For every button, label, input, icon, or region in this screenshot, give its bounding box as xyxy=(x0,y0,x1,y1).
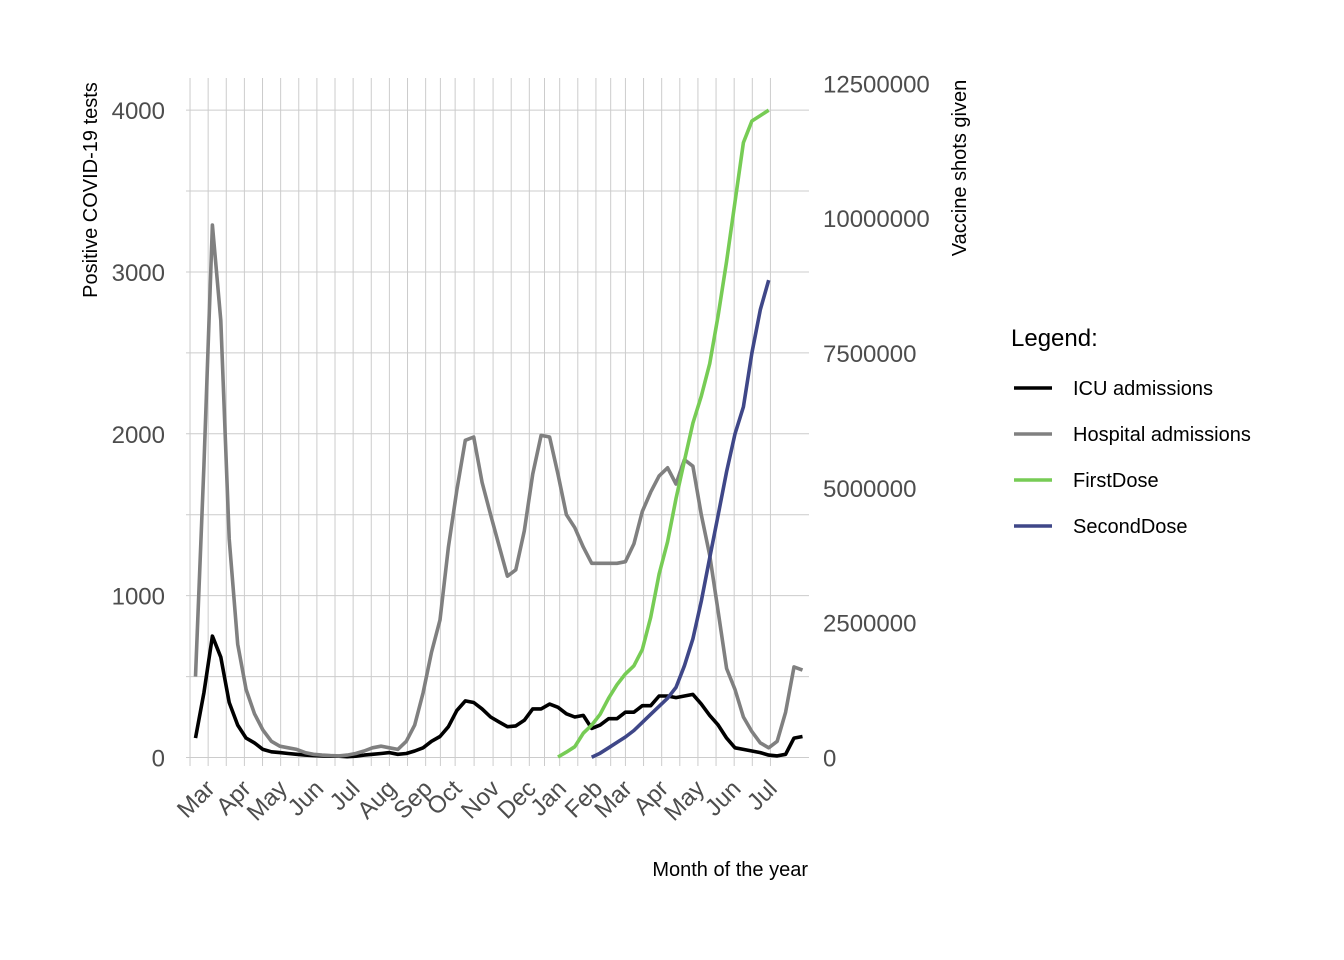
series-lines xyxy=(193,108,804,759)
x-tick-label: Jul xyxy=(742,775,783,816)
series-line-seconddose xyxy=(590,279,771,759)
legend-title: Legend: xyxy=(1011,325,1098,352)
y-tick-label-right: 12500000 xyxy=(823,71,930,98)
x-tick-label: Jun xyxy=(700,775,746,821)
series-line-firstdose xyxy=(557,108,770,759)
legend-label-hospital-admissions: Hospital admissions xyxy=(1073,424,1251,446)
x-tick-label: Oct xyxy=(422,775,468,821)
y-tick-label-right: 0 xyxy=(823,746,836,773)
y-tick-label-right: 7500000 xyxy=(823,341,916,368)
y-tick-label-right: 5000000 xyxy=(823,476,916,503)
y-tick-label-left: 3000 xyxy=(112,260,165,287)
series-line-icu-admissions xyxy=(193,634,803,759)
legend-items: ICU admissions Hospital admissions FirstDo… xyxy=(1014,378,1251,538)
y-tick-label-right: 2500000 xyxy=(823,611,916,638)
y-tick-label-left: 0 xyxy=(152,746,165,773)
x-tick-label: Jun xyxy=(283,775,329,821)
y-tick-label-right: 10000000 xyxy=(823,206,930,233)
grid xyxy=(186,78,809,766)
legend-label-seconddose: SecondDose xyxy=(1073,516,1188,538)
legend-label-icu-admissions: ICU admissions xyxy=(1073,378,1213,400)
series-line-hospital-admissions xyxy=(193,223,804,758)
y-tick-label-left: 1000 xyxy=(112,584,165,611)
y-axis-title-left: Positive COVID-19 tests xyxy=(80,82,102,298)
legend-label-firstdose: FirstDose xyxy=(1073,470,1159,492)
y-tick-label-left: 2000 xyxy=(112,422,165,449)
y-tick-label-left: 4000 xyxy=(112,98,165,125)
y-axis-title-right: Vaccine shots given xyxy=(949,80,971,256)
legend: Legend: ICU admissions Hospital admission… xyxy=(1011,325,1251,538)
x-axis-title: Month of the year xyxy=(652,859,808,881)
